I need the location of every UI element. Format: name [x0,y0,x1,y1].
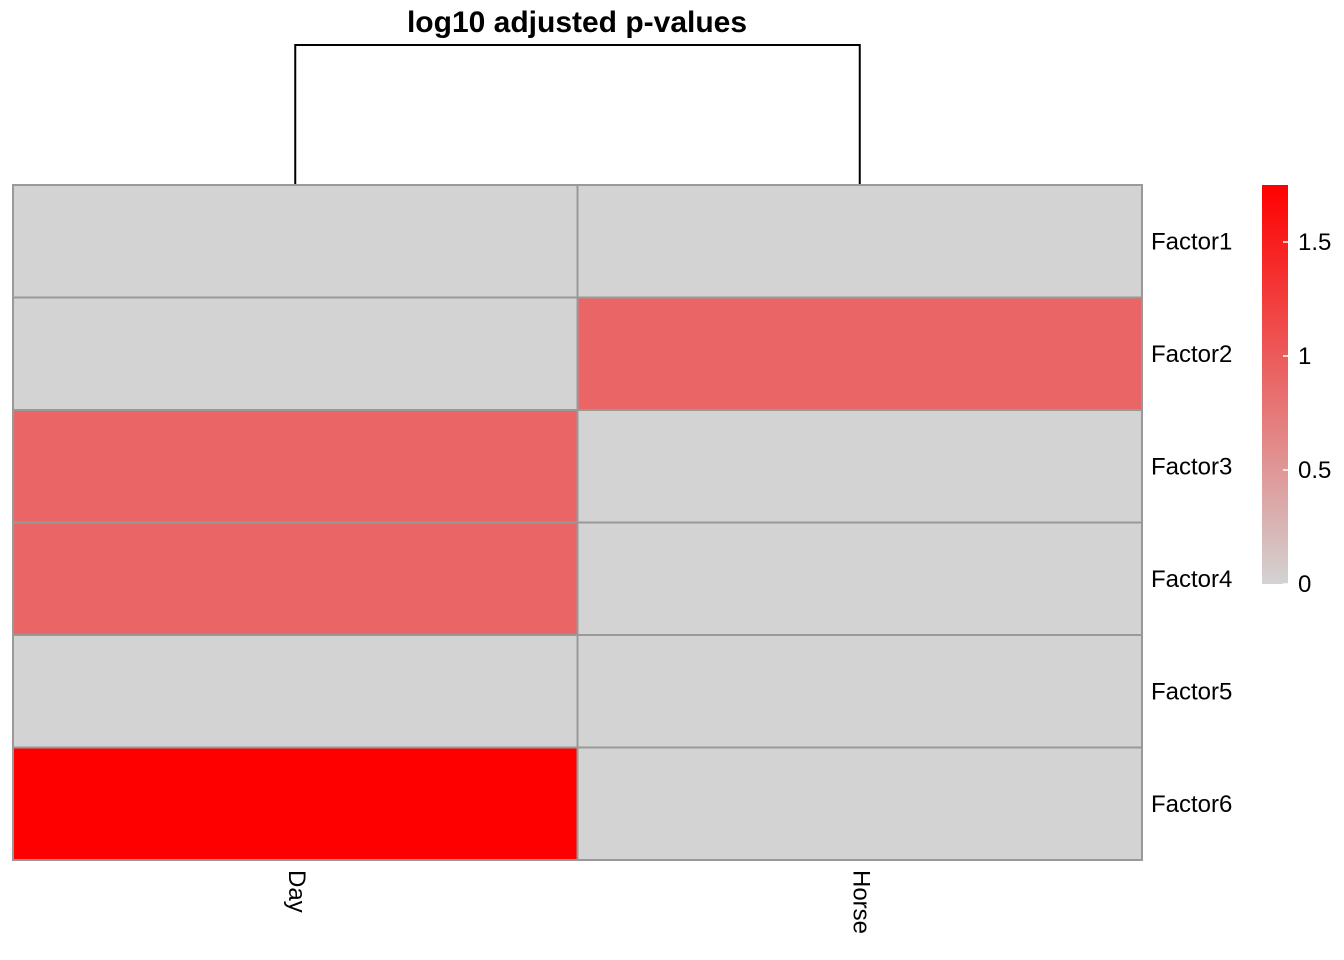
color-legend: 0 0.5 1 1.5 [1262,185,1331,598]
chart-title: log10 adjusted p-values [407,6,747,39]
heatmap-cell [576,746,1143,861]
row-labels: Factor1 Factor2 Factor3 Factor4 Factor5 Facto… [1151,228,1232,818]
heatmap-cell [12,296,579,411]
heatmap-cell [12,746,579,861]
dendrogram-branch [294,44,861,185]
legend-tick-label: 1 [1298,343,1311,370]
row-label: Factor2 [1151,341,1232,368]
legend-color-bar [1262,185,1288,584]
row-label: Factor6 [1151,791,1232,818]
legend-tick-label: 0 [1298,571,1311,598]
row-label: Factor3 [1151,453,1232,480]
heatmap-cell [576,296,1143,411]
heatmap-cell [576,409,1143,524]
legend-tick-label: 0.5 [1298,457,1331,484]
legend-tick-label: 1.5 [1298,229,1331,256]
heatmap-cell [576,521,1143,636]
row-label: Factor4 [1151,566,1232,593]
heatmap-cell [12,634,579,749]
heatmap-cells [12,184,1143,861]
column-labels: Day Horse [283,870,875,934]
row-label: Factor1 [1151,228,1232,255]
heatmap-cell [576,634,1143,749]
column-label: Horse [847,870,874,934]
row-label: Factor5 [1151,678,1232,705]
column-dendrogram [294,44,861,185]
heatmap-cell [12,521,579,636]
heatmap-cell [576,184,1143,299]
heatmap-cell [12,409,579,524]
heatmap-cell [12,184,579,299]
column-label: Day [283,870,310,913]
